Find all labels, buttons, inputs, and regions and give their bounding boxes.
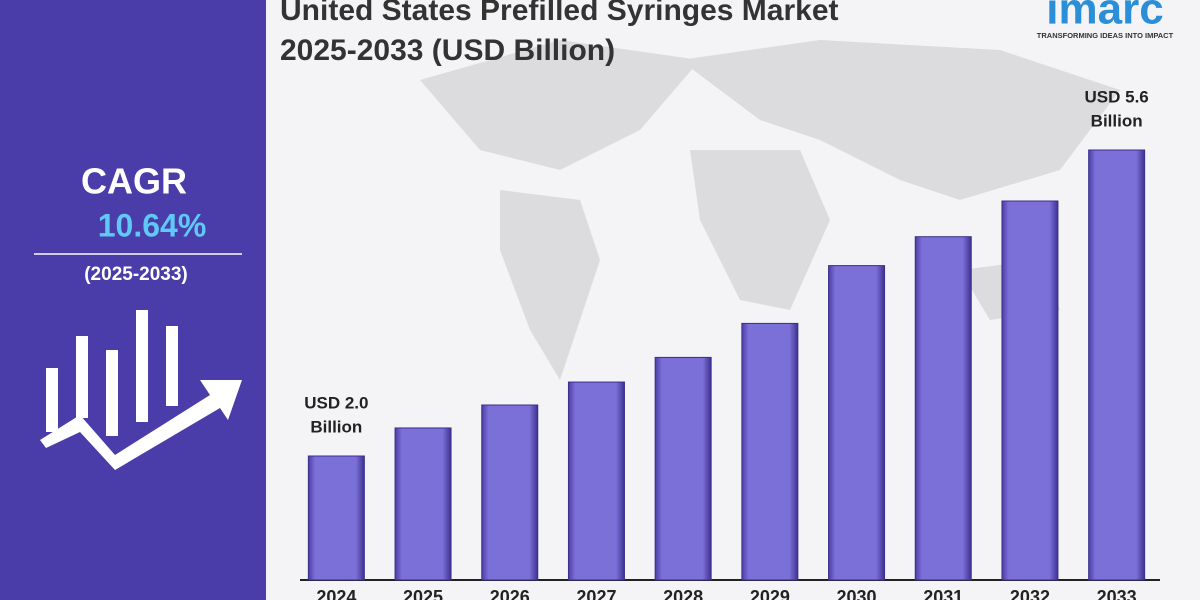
x-tick-label: 2026: [490, 587, 530, 600]
value-label: USD 5.6: [1085, 87, 1149, 106]
cagr-label: CAGR: [81, 161, 187, 202]
bar: [394, 427, 452, 581]
x-tick-label: 2030: [837, 587, 877, 600]
x-tick-label: 2029: [750, 587, 790, 600]
bar: [567, 381, 625, 581]
bar: [1001, 200, 1059, 581]
x-tick-label: 2032: [1010, 587, 1050, 600]
bar: [654, 356, 712, 581]
bar: [307, 455, 365, 581]
cagr-period: (2025-2033): [84, 264, 188, 285]
bar: [1088, 149, 1146, 581]
bar: [828, 265, 886, 581]
chart-title: United States Prefilled Syringes Market: [280, 0, 839, 27]
x-tick-label: 2033: [1097, 587, 1137, 600]
x-tick-label: 2027: [576, 587, 616, 600]
value-label: USD 2.0: [304, 393, 368, 412]
chart-title: 2025-2033 (USD Billion): [280, 34, 615, 67]
x-tick-label: 2028: [663, 587, 703, 600]
value-label: Billion: [310, 417, 362, 436]
brand-logo: imarc: [1046, 0, 1163, 34]
value-label: Billion: [1091, 111, 1143, 130]
bar: [481, 404, 539, 581]
brand-tagline: TRANSFORMING IDEAS INTO IMPACT: [1037, 31, 1174, 40]
bar: [914, 236, 972, 581]
x-tick-label: 2025: [403, 587, 443, 600]
x-tick-label: 2024: [316, 587, 356, 600]
cagr-value: 10.64%: [98, 207, 207, 243]
side-panel: [0, 0, 266, 600]
growth-icon: [40, 310, 242, 470]
x-tick-label: 2031: [923, 587, 963, 600]
bar: [741, 322, 799, 581]
